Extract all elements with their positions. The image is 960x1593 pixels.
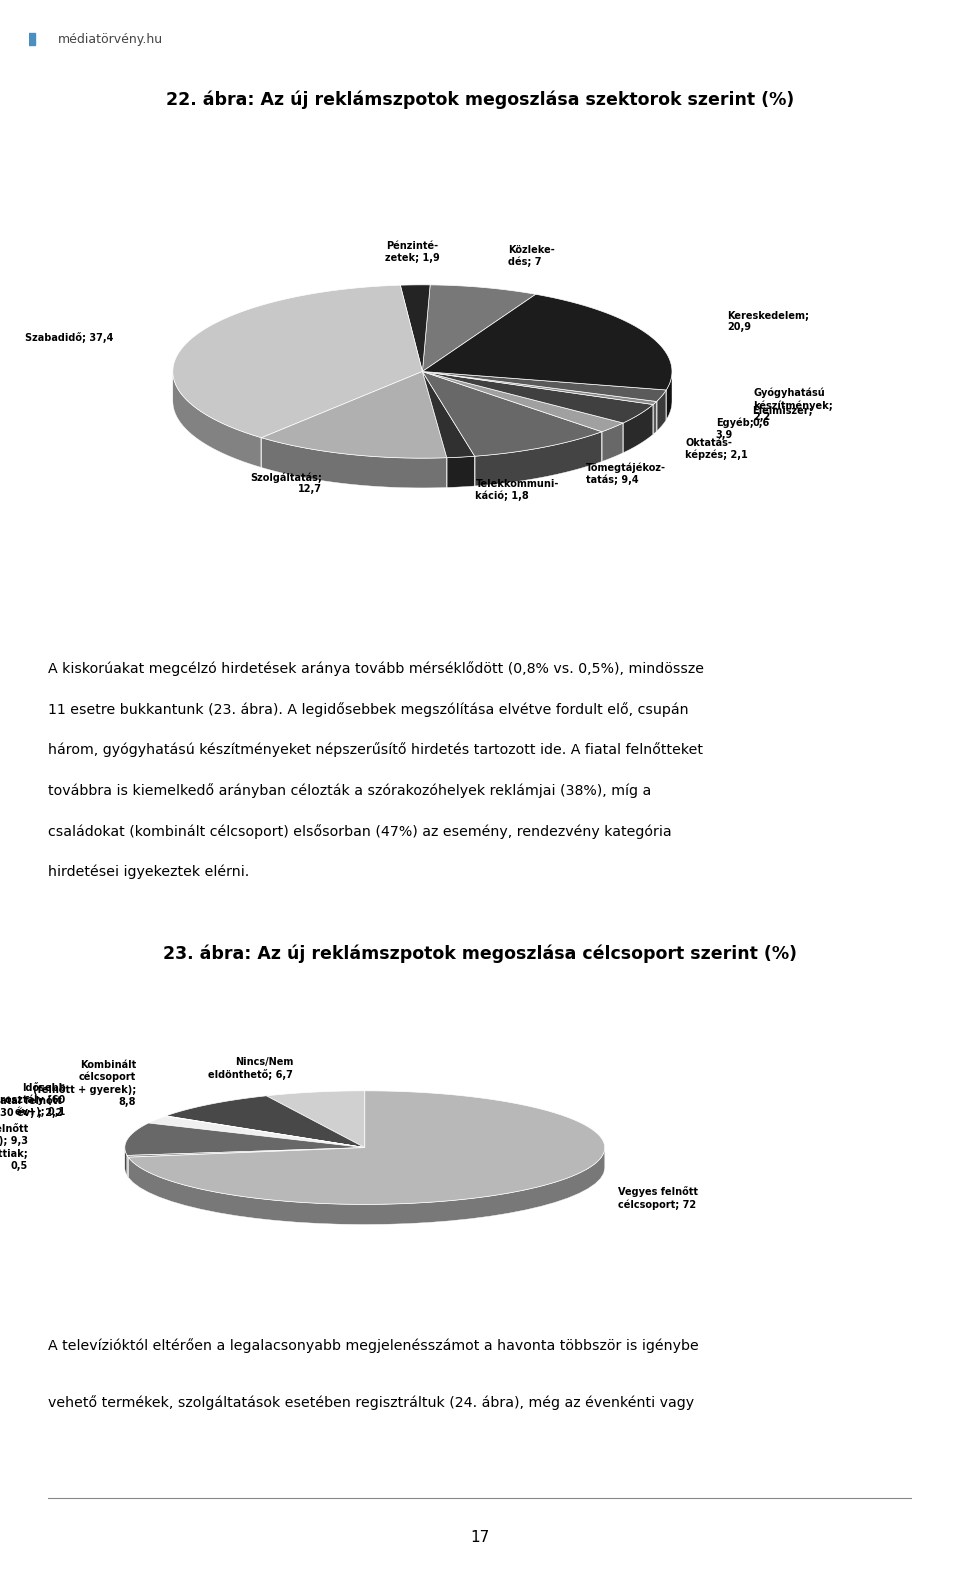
Polygon shape: [602, 424, 623, 462]
Polygon shape: [623, 405, 653, 452]
Polygon shape: [666, 371, 672, 421]
Polygon shape: [400, 285, 430, 371]
Polygon shape: [127, 1155, 129, 1177]
Text: Nincs/Nem
eldönthető; 6,7: Nincs/Nem eldönthető; 6,7: [208, 1058, 294, 1080]
Text: Fiatal felnőtt
(18-30 év) ; 2,2: Fiatal felnőtt (18-30 év) ; 2,2: [0, 1096, 62, 1118]
Text: Egyéb;
3,9: Egyéb; 3,9: [716, 417, 754, 440]
Text: továbbra is kiemelkedő arányban célozták a szórakozóhelyek reklámjai (38%), míg : továbbra is kiemelkedő arányban célozták…: [48, 784, 651, 798]
Polygon shape: [125, 1123, 365, 1155]
Polygon shape: [422, 371, 623, 432]
Polygon shape: [261, 371, 446, 459]
Polygon shape: [266, 1091, 365, 1147]
Polygon shape: [166, 1096, 365, 1147]
Polygon shape: [653, 401, 657, 435]
Polygon shape: [149, 1117, 365, 1147]
Polygon shape: [422, 371, 657, 405]
Polygon shape: [165, 1115, 365, 1147]
Text: Kereskedelem;
20,9: Kereskedelem; 20,9: [727, 311, 809, 333]
Polygon shape: [422, 371, 602, 456]
Text: Aktív felnőtt
(30-60 év); 9,3: Aktív felnőtt (30-60 év); 9,3: [0, 1125, 28, 1147]
Text: Telekkommuni-
káció; 1,8: Telekkommuni- káció; 1,8: [475, 478, 559, 500]
Text: Idősebb
korosztály (60
év+); 0,1: Idősebb korosztály (60 év+); 0,1: [0, 1083, 65, 1117]
Text: Gyógyhatású
készítmények;
2,2: Gyógyhatású készítmények; 2,2: [753, 387, 832, 422]
Text: vehető termékek, szolgáltatások esetében regisztráltuk (24. ábra), még az évenké: vehető termékek, szolgáltatások esetében…: [48, 1395, 694, 1410]
Polygon shape: [422, 285, 536, 371]
Polygon shape: [422, 371, 653, 424]
Polygon shape: [261, 438, 446, 487]
Text: 18 év alattiak;
0,5: 18 év alattiak; 0,5: [0, 1149, 28, 1171]
Polygon shape: [657, 390, 666, 432]
Text: 17: 17: [470, 1529, 490, 1545]
Text: Szolgáltatás;
12,7: Szolgáltatás; 12,7: [251, 472, 323, 494]
Polygon shape: [125, 1149, 127, 1176]
Polygon shape: [474, 432, 602, 486]
Text: családokat (kombinált célcsoport) elsősorban (47%) az esemény, rendezvény kategó: családokat (kombinált célcsoport) elsőso…: [48, 824, 672, 840]
Polygon shape: [127, 1147, 365, 1157]
Polygon shape: [422, 371, 666, 401]
Polygon shape: [173, 373, 261, 467]
Text: Élelmiszer;
0,6: Élelmiszer; 0,6: [753, 405, 813, 429]
Text: Oktatás-
képzés; 2,1: Oktatás- képzés; 2,1: [685, 438, 748, 460]
Text: Szabadidő; 37,4: Szabadidő; 37,4: [25, 331, 113, 342]
Text: Kombinált
célcsoport
(felnőtt + gyerek);
8,8: Kombinált célcsoport (felnőtt + gyerek);…: [33, 1059, 136, 1107]
Text: 23. ábra: Az új reklámszpotok megoszlása célcsoport szerint (%): 23. ábra: Az új reklámszpotok megoszlása…: [163, 945, 797, 964]
Polygon shape: [173, 285, 422, 438]
Polygon shape: [446, 456, 474, 487]
Text: Pénzinté-
zetek; 1,9: Pénzinté- zetek; 1,9: [385, 241, 440, 263]
Text: 11 esetre bukkantunk (23. ábra). A legidősebbek megszólítása elvétve fordult elő: 11 esetre bukkantunk (23. ábra). A legid…: [48, 703, 688, 717]
Text: Vegyes felnőtt
célcsoport; 72: Vegyes felnőtt célcsoport; 72: [618, 1187, 698, 1209]
Text: három, gyógyhatású készítményeket népszerűsítő hirdetés tartozott ide. A fiatal : három, gyógyhatású készítményeket népsze…: [48, 742, 703, 757]
Polygon shape: [129, 1149, 605, 1225]
Polygon shape: [129, 1091, 605, 1204]
Text: 22. ábra: Az új reklámszpotok megoszlása szektorok szerint (%): 22. ábra: Az új reklámszpotok megoszlása…: [166, 91, 794, 108]
Text: A kiskorúakat megcélzó hirdetések aránya tovább mérséklődött (0,8% vs. 0,5%), mi: A kiskorúakat megcélzó hirdetések aránya…: [48, 661, 704, 675]
Text: A televízióktól eltérően a legalacsonyabb megjelenésszámot a havonta többször is: A televízióktól eltérően a legalacsonyab…: [48, 1338, 699, 1352]
Text: hirdetései igyekeztek elérni.: hirdetései igyekeztek elérni.: [48, 865, 250, 879]
Polygon shape: [422, 371, 474, 457]
Text: Közleke-
dés; 7: Közleke- dés; 7: [508, 245, 555, 266]
Polygon shape: [422, 295, 672, 390]
Text: médiatörvény.hu: médiatörvény.hu: [58, 32, 163, 46]
Text: Tömegtájékoz-
tatás; 9,4: Tömegtájékoz- tatás; 9,4: [586, 462, 666, 486]
